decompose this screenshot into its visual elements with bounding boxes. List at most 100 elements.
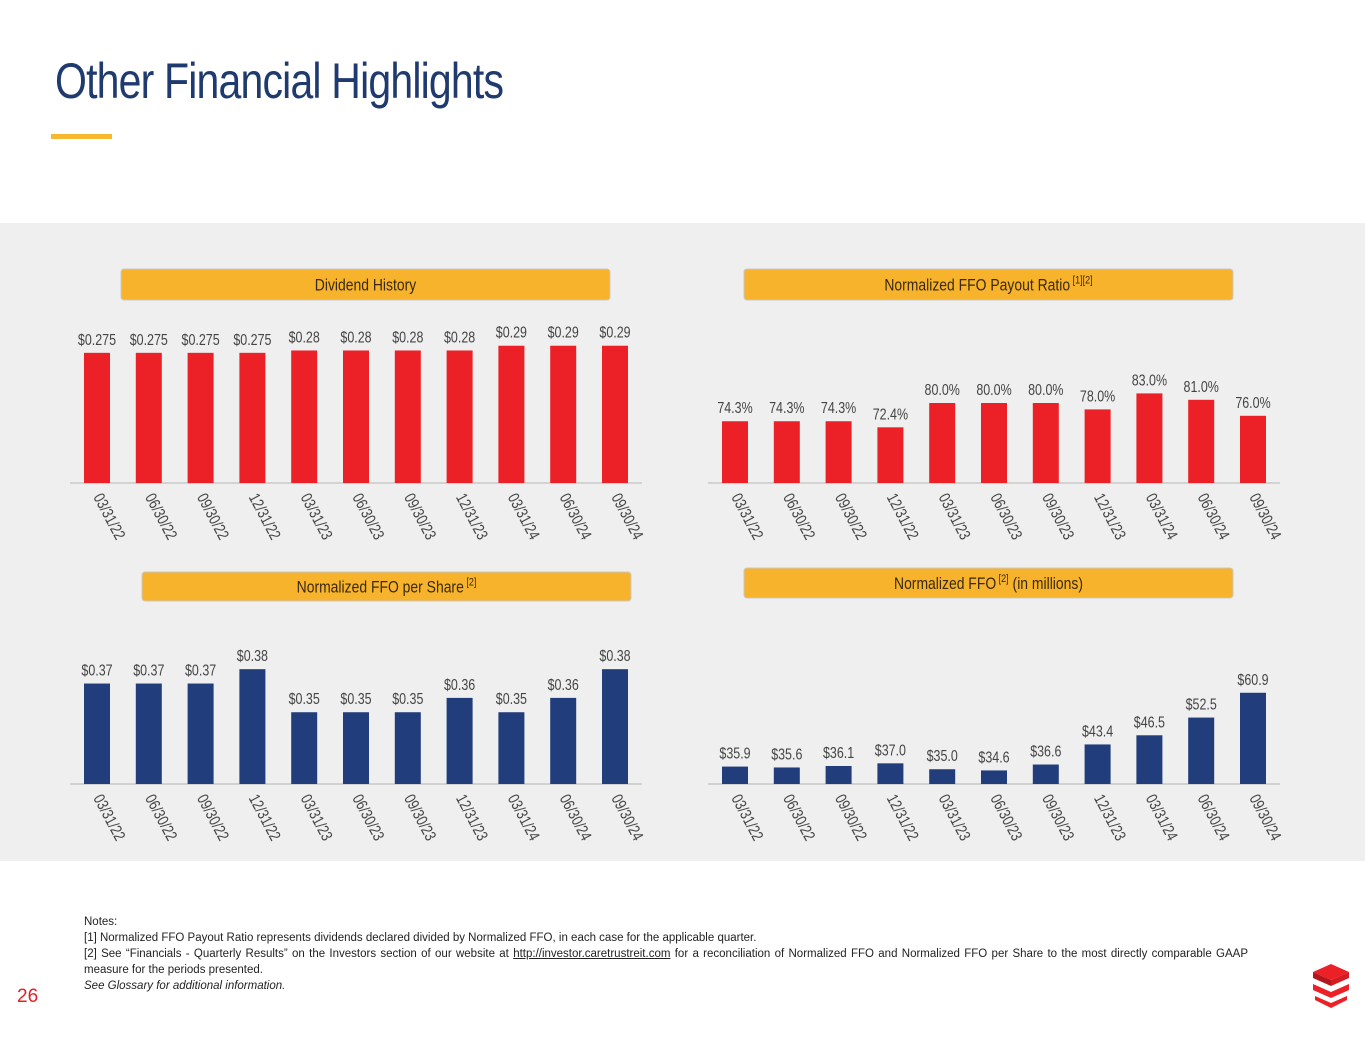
bar-12-31-23 <box>1084 409 1111 483</box>
bar-06-30-23 <box>981 770 1007 784</box>
data-label: $0.275 <box>78 331 116 349</box>
tick-label: 06/30/22 <box>141 792 180 844</box>
tick-label: 12/31/22 <box>882 491 921 543</box>
tick-label: 06/30/22 <box>141 491 180 543</box>
data-label: $0.36 <box>548 677 579 695</box>
tick-label: 09/30/24 <box>607 792 646 844</box>
chart-title-box <box>141 571 632 602</box>
tick-label: 06/30/24 <box>1193 792 1232 844</box>
chart-ffo_share: Normalized FFO per Share [2] $0.37 03/31/2… <box>70 571 646 844</box>
bar-03-31-22 <box>84 683 110 784</box>
data-label: $0.38 <box>599 648 630 666</box>
tick-label: 09/30/23 <box>400 491 439 543</box>
bar-03-31-24 <box>498 712 525 784</box>
tick-label: 06/30/23 <box>986 792 1025 844</box>
tick-label: 09/30/22 <box>193 792 232 844</box>
bar-12-31-23 <box>446 697 473 784</box>
chart-ffo: Normalized FFO [2] (in millions) $35.9 03/… <box>708 567 1284 844</box>
data-label: $0.28 <box>340 329 371 347</box>
bar-06-30-23 <box>981 403 1007 483</box>
tick-label: 12/31/23 <box>1090 491 1129 543</box>
data-label: $35.0 <box>927 748 958 766</box>
bar-09-30-22 <box>187 352 214 483</box>
chart-title-text: Normalized FFO Payout Ratio <box>884 276 1070 295</box>
data-label: $0.38 <box>237 648 268 666</box>
bar-09-30-23 <box>394 712 421 784</box>
tick-label: 03/31/23 <box>934 491 973 543</box>
bar-06-30-22 <box>135 683 162 784</box>
bar-03-31-24 <box>1136 393 1163 483</box>
notes-block: Notes: [1] Normalized FFO Payout Ratio r… <box>84 914 1248 994</box>
bar-06-30-23 <box>343 712 369 784</box>
bar-09-30-23 <box>1032 764 1059 784</box>
bar-09-30-24 <box>602 669 628 784</box>
bar-06-30-22 <box>773 767 800 784</box>
investor-website-link[interactable]: http://investor.caretrustreit.com <box>513 948 671 960</box>
tick-label: 06/30/23 <box>348 491 387 543</box>
chart-title-text: Dividend History <box>315 276 417 295</box>
bar-06-30-22 <box>773 421 800 483</box>
bar-09-30-23 <box>394 350 421 483</box>
chart-dividend: Dividend History $0.275 03/31/22 $0.275 06/3… <box>70 268 646 543</box>
chart-title-box <box>120 268 611 301</box>
bar-12-31-22 <box>877 763 904 784</box>
bar-06-30-24 <box>550 697 577 784</box>
bar-12-31-22 <box>239 352 266 483</box>
tick-label: 03/31/23 <box>296 491 335 543</box>
chart-title-text: Normalized FFO per Share <box>297 578 464 597</box>
tick-label: 12/31/22 <box>244 792 283 844</box>
bar-03-31-23 <box>291 712 318 784</box>
data-label: $34.6 <box>978 749 1009 767</box>
data-label: 76.0% <box>1235 394 1271 412</box>
data-label: $46.5 <box>1134 714 1165 732</box>
tick-label: 09/30/22 <box>831 792 870 844</box>
tick-label: 06/30/24 <box>555 491 594 543</box>
tick-label: 09/30/22 <box>831 491 870 543</box>
data-label: 80.0% <box>1028 382 1064 400</box>
tick-label: 12/31/22 <box>244 491 283 543</box>
chart-title-footnote: [1][2] <box>1070 275 1093 287</box>
data-label: $0.28 <box>444 329 475 347</box>
company-logo-icon <box>1313 964 1349 1008</box>
chart-payout: Normalized FFO Payout Ratio [1][2] 74.3% 0… <box>708 268 1284 543</box>
bar-09-30-23 <box>1032 403 1059 483</box>
data-label: $52.5 <box>1186 696 1217 714</box>
data-label: $0.275 <box>233 331 271 349</box>
data-label: $43.4 <box>1082 723 1113 741</box>
tick-label: 09/30/23 <box>400 792 439 844</box>
data-label: $0.29 <box>599 324 630 342</box>
tick-label: 06/30/23 <box>986 491 1025 543</box>
tick-label: 12/31/23 <box>452 491 491 543</box>
chart-title-footnote: [2] <box>464 577 477 589</box>
data-label: 78.0% <box>1080 388 1116 406</box>
chart-title: Normalized FFO per Share [2] <box>297 577 477 597</box>
bar-03-31-22 <box>722 766 748 784</box>
data-label: 74.3% <box>717 400 753 418</box>
bar-09-30-24 <box>602 345 628 483</box>
data-label: $0.29 <box>496 324 527 342</box>
tick-label: 03/31/24 <box>503 792 542 844</box>
data-label: 81.0% <box>1184 378 1220 396</box>
bar-03-31-23 <box>929 769 956 784</box>
data-label: $36.6 <box>1030 743 1061 761</box>
note-1: [1] Normalized FFO Payout Ratio represen… <box>84 932 757 944</box>
chart-title: Normalized FFO Payout Ratio [1][2] <box>884 275 1092 295</box>
tick-label: 03/31/22 <box>727 792 766 844</box>
bar-03-31-24 <box>1136 735 1163 784</box>
data-label: $0.37 <box>81 662 112 680</box>
chart-title-units: (in millions) <box>1009 575 1083 594</box>
chart-title: Dividend History <box>315 276 417 295</box>
tick-label: 03/31/23 <box>296 792 335 844</box>
bar-09-30-24 <box>1240 692 1266 784</box>
notes-heading: Notes: <box>84 916 118 928</box>
tick-label: 03/31/24 <box>503 491 542 543</box>
glossary-note: See Glossary for additional information. <box>84 980 286 992</box>
bar-03-31-22 <box>722 421 748 483</box>
data-label: $0.36 <box>444 677 475 695</box>
tick-label: 12/31/22 <box>882 792 921 844</box>
data-label: $0.28 <box>289 329 320 347</box>
tick-label: 09/30/24 <box>1245 792 1284 844</box>
bar-12-31-22 <box>877 427 904 483</box>
tick-label: 03/31/22 <box>89 792 128 844</box>
